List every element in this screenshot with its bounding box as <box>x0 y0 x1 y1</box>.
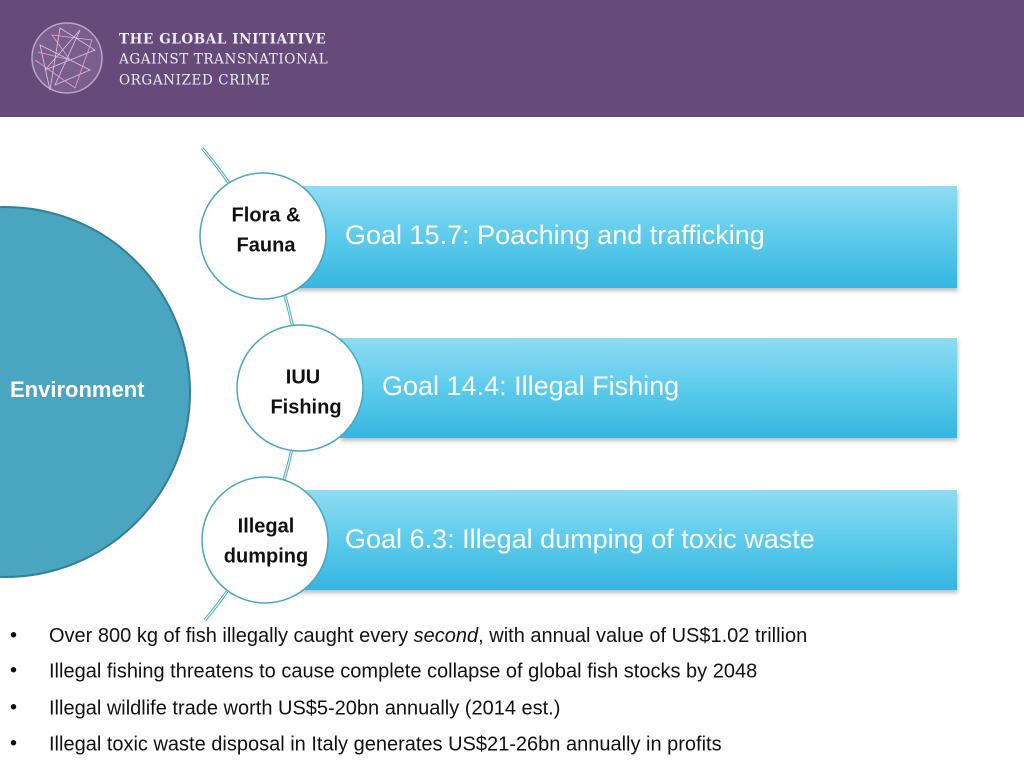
header-title: AGAINST TRANSNATIONAL <box>118 52 328 68</box>
header-title: THE GLOBAL INITIATIVE <box>119 32 326 48</box>
goal-bar <box>340 338 957 438</box>
goal-text: Goal 6.3: Illegal dumping of toxic waste <box>345 524 815 554</box>
center-label: Environment <box>10 377 145 402</box>
topic-label: IUU <box>286 366 320 388</box>
goal-bar <box>290 490 957 590</box>
bullet-dot: • <box>10 659 17 681</box>
topic-label: Flora & <box>232 204 301 226</box>
bullet-list: • Over 800 kg of fish illegally caught e… <box>10 624 807 755</box>
text-run: second <box>414 625 479 647</box>
text-run: , with annual value of US$1.02 trillion <box>478 625 807 647</box>
topic-label: dumping <box>224 545 308 567</box>
topic-label: Fauna <box>237 234 297 256</box>
bullet-dot: • <box>10 732 17 754</box>
bullet-text: Illegal wildlife trade worth US$5-20bn a… <box>49 697 560 719</box>
goal-text: Goal 15.7: Poaching and trafficking <box>345 220 765 250</box>
topic-circle <box>236 324 364 452</box>
bullet-dot: • <box>10 624 17 646</box>
goal-bar <box>290 186 957 288</box>
logo <box>31 22 103 94</box>
header-title: ORGANIZED CRIME <box>119 73 271 89</box>
bullet-text: Illegal toxic waste disposal in Italy ge… <box>49 733 722 755</box>
bullet-dot: • <box>10 696 17 718</box>
goal-text: Goal 14.4: Illegal Fishing <box>382 371 679 401</box>
header-bar <box>0 0 1024 117</box>
bullet-text: Over 800 kg of fish illegally caught eve… <box>49 625 807 647</box>
environment-circle <box>0 206 191 578</box>
bullet-text: Illegal fishing threatens to cause compl… <box>49 660 757 682</box>
topic-circle <box>201 476 329 604</box>
topic-circle <box>199 172 327 300</box>
topic-label: Fishing <box>270 396 341 418</box>
topic-label: Illegal <box>238 515 295 537</box>
text-run: Over 800 kg of fish illegally caught eve… <box>49 625 414 647</box>
